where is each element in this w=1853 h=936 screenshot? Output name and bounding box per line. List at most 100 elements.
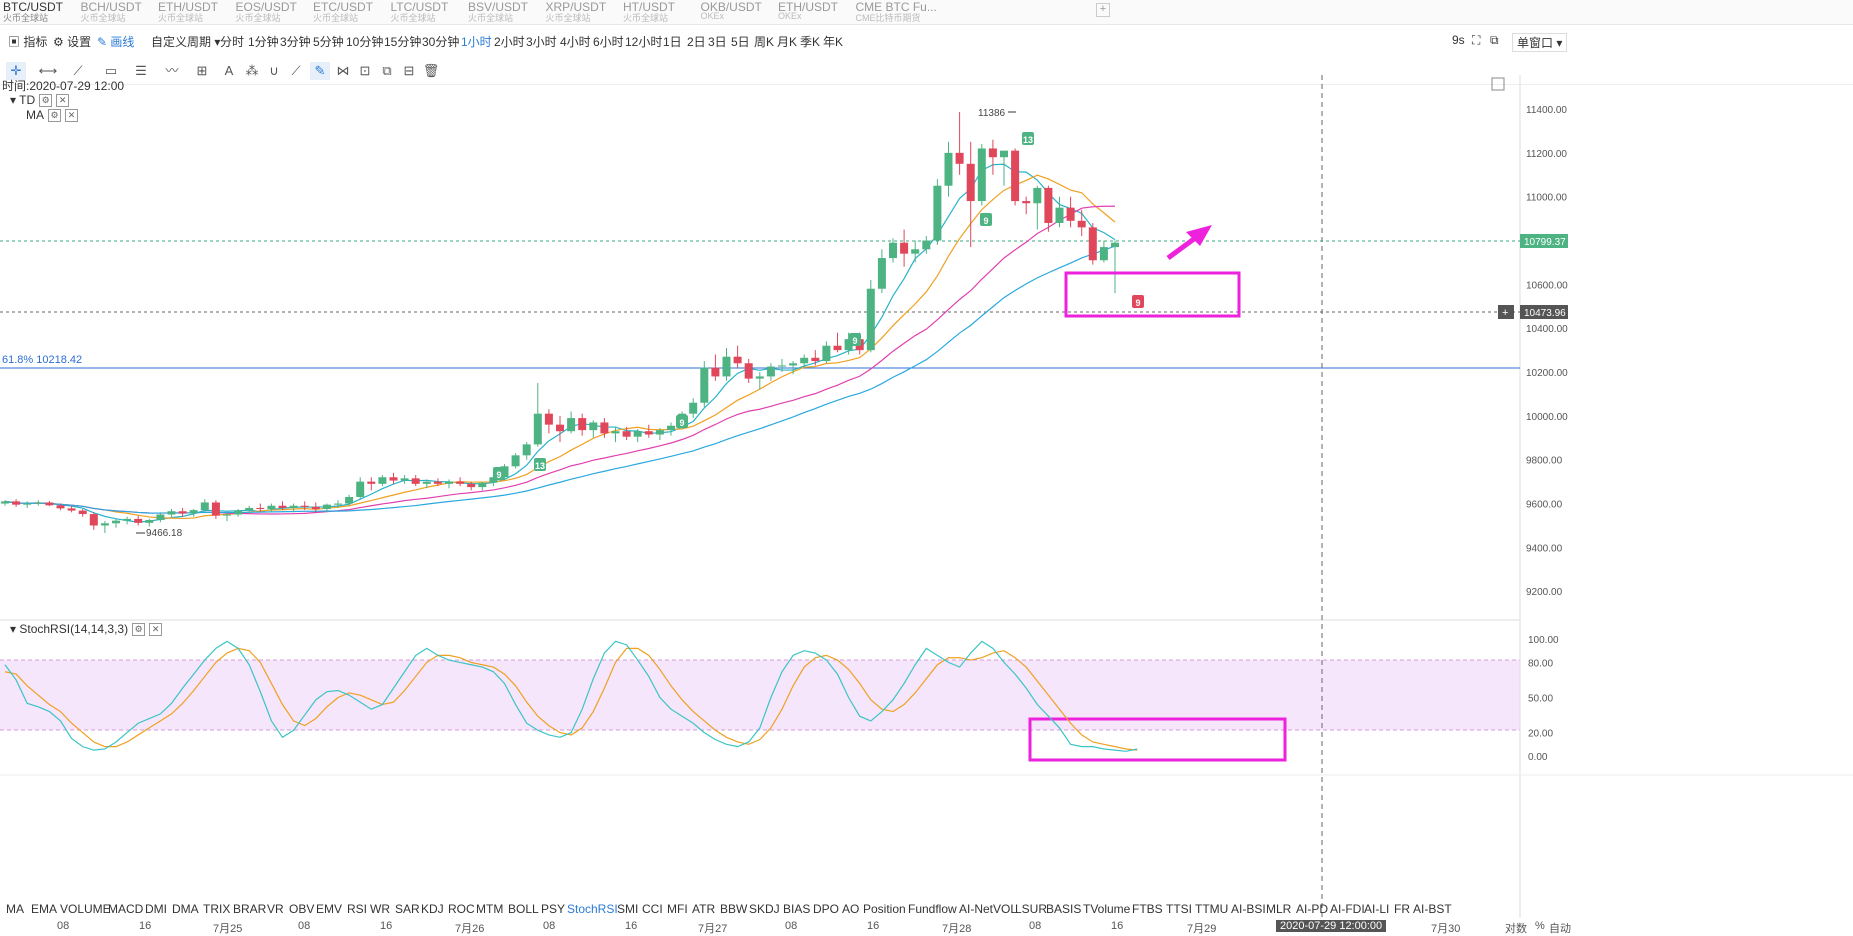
indicator-option[interactable]: BOLL	[508, 902, 539, 916]
period-option[interactable]: 10分钟	[346, 35, 384, 49]
magnet-icon[interactable]: ∪	[269, 63, 279, 78]
indicator-option[interactable]: BRAR	[233, 902, 267, 916]
wave-icon[interactable]: 〰	[165, 63, 179, 78]
indicator-option[interactable]: WR	[370, 902, 390, 916]
add-tab-button[interactable]: +	[1096, 3, 1110, 17]
indicator-option[interactable]: DMA	[172, 902, 199, 916]
period-option[interactable]: 3日	[708, 35, 727, 49]
indicator-option[interactable]: TTMU	[1195, 902, 1229, 916]
indicator-option[interactable]: FTBS	[1132, 902, 1163, 916]
indicator-option[interactable]: LSUR	[1015, 902, 1048, 916]
draw-button[interactable]: ✎ 画线	[97, 33, 134, 50]
period-option[interactable]: 3小时	[526, 35, 557, 49]
period-option[interactable]: 1分钟	[248, 35, 279, 49]
indicator-option[interactable]: TRIX	[203, 902, 231, 916]
indicator-button[interactable]: ▣ 指标	[8, 33, 47, 50]
indicator-option[interactable]: TTSI	[1166, 902, 1192, 916]
indicator-option[interactable]: VOLUME	[60, 902, 111, 916]
indicator-option[interactable]: MLR	[1266, 902, 1292, 916]
indicator-option[interactable]: Fundflow	[908, 902, 957, 916]
indicator-option[interactable]: VR	[267, 902, 284, 916]
percent-scale-toggle[interactable]: %	[1535, 920, 1545, 932]
period-option[interactable]: 年K	[823, 35, 844, 49]
gear-icon[interactable]: ⚙	[48, 109, 61, 123]
lock-icon[interactable]: ⊡	[359, 63, 371, 78]
copy-icon[interactable]: ⧉	[382, 63, 392, 78]
period-option[interactable]: 2日	[687, 35, 706, 49]
symbol-tab[interactable]: LTC/USDT 火币全球站	[391, 0, 465, 24]
close-icon[interactable]: ✕	[65, 109, 78, 123]
period-option[interactable]: 4小时	[560, 35, 591, 49]
symbol-tab[interactable]: ETC/USDT 火币全球站	[313, 0, 387, 24]
indicator-option[interactable]: AO	[842, 902, 860, 916]
period-option[interactable]: 1日	[663, 35, 682, 49]
pen-lock-icon[interactable]: ✎	[310, 62, 330, 80]
indicator-option[interactable]: RSI	[347, 902, 368, 916]
indicator-option[interactable]: AI-BSI	[1231, 902, 1266, 916]
indicator-option[interactable]: ATR	[692, 902, 716, 916]
indicator-option[interactable]: FR	[1394, 902, 1410, 916]
period-option[interactable]: 15分钟	[384, 35, 422, 49]
trend-line-icon[interactable]: ⟋	[73, 63, 83, 78]
indicator-option[interactable]: EMV	[316, 902, 343, 916]
text-icon[interactable]: A	[224, 63, 234, 78]
period-option[interactable]: 2小时	[494, 35, 525, 49]
gear-icon[interactable]: ⚙	[132, 623, 146, 637]
horizontal-line-icon[interactable]: ⟷	[38, 63, 58, 78]
ruler-icon[interactable]: ⟋	[291, 63, 301, 78]
period-option[interactable]: 3分钟	[280, 35, 311, 49]
symbol-tab[interactable]: XRP/USDT 火币全球站	[546, 0, 620, 24]
indicator-option[interactable]: AI-FDI	[1330, 902, 1365, 916]
symbol-tab[interactable]: ETH/USDT 火币全球站	[158, 0, 232, 24]
fullscreen-icon[interactable]: ⛶	[1472, 33, 1481, 47]
indicator-option[interactable]: AI-PD	[1296, 902, 1329, 916]
indicator-option[interactable]: MA	[6, 902, 24, 916]
brush-icon[interactable]: ⁂	[245, 63, 259, 78]
period-option[interactable]: 分时	[220, 35, 245, 49]
indicator-option[interactable]: AI-NetVOL	[959, 902, 1018, 916]
collapse-icon[interactable]: ▾	[10, 622, 17, 636]
symbol-tab[interactable]: BTC/USDT 火币全球站	[3, 0, 77, 24]
indicator-option[interactable]: AI-BST	[1413, 902, 1452, 916]
pattern-icon[interactable]: ⋈	[336, 63, 350, 78]
symbol-tab[interactable]: ETH/USDT OKEx	[778, 0, 852, 24]
indicator-option[interactable]: CCI	[642, 902, 663, 916]
indicator-option[interactable]: BBW	[720, 902, 748, 916]
indicator-option[interactable]: DPO	[813, 902, 840, 916]
indicator-option[interactable]: MTM	[476, 902, 504, 916]
layers-icon[interactable]: ⊟	[403, 63, 415, 78]
indicator-option[interactable]: AI-LI	[1364, 902, 1390, 916]
auto-scale-toggle[interactable]: 自动	[1549, 923, 1571, 935]
symbol-tab[interactable]: EOS/USDT 火币全球站	[236, 0, 310, 24]
window-mode-dropdown[interactable]: 单窗口 ▾	[1512, 33, 1568, 52]
symbol-tab[interactable]: CME BTC Fu... CME比特币期货	[856, 0, 937, 24]
symbol-tab[interactable]: BCH/USDT 火币全球站	[81, 0, 155, 24]
indicator-option[interactable]: BIAS	[783, 902, 811, 916]
indicator-option[interactable]: OBV	[289, 902, 315, 916]
indicator-option[interactable]: KDJ	[421, 902, 444, 916]
symbol-tab[interactable]: OKB/USDT OKEx	[701, 0, 775, 24]
collapse-icon[interactable]: ▾	[10, 93, 17, 107]
trash-icon[interactable]: 🗑	[422, 63, 440, 78]
period-option[interactable]: 5日	[731, 35, 750, 49]
indicator-option[interactable]: TVolume	[1083, 902, 1131, 916]
indicator-option[interactable]: ROC	[448, 902, 475, 916]
indicator-option[interactable]: StochRSI	[567, 902, 618, 916]
indicator-option[interactable]: SMI	[617, 902, 639, 916]
indicator-option[interactable]: DMI	[145, 902, 167, 916]
period-option[interactable]: 6小时	[593, 35, 624, 49]
indicator-option[interactable]: BASIS	[1046, 902, 1082, 916]
popout-icon[interactable]: ⧉	[1490, 33, 1499, 47]
settings-button[interactable]: ⚙ 设置	[53, 33, 91, 50]
period-option[interactable]: 季K	[800, 35, 821, 49]
indicator-option[interactable]: MFI	[667, 902, 688, 916]
measure-icon[interactable]: ⊞	[196, 63, 208, 78]
period-option[interactable]: 1小时	[461, 35, 492, 49]
custom-period-dropdown[interactable]: 自定义周期 ▾	[151, 33, 220, 50]
indicator-option[interactable]: Position	[863, 902, 906, 916]
indicator-option[interactable]: SAR	[395, 902, 420, 916]
symbol-tab[interactable]: HT/USDT 火币全球站	[623, 0, 697, 24]
indicator-option[interactable]: SKDJ	[749, 902, 780, 916]
log-scale-toggle[interactable]: 对数	[1505, 923, 1527, 935]
